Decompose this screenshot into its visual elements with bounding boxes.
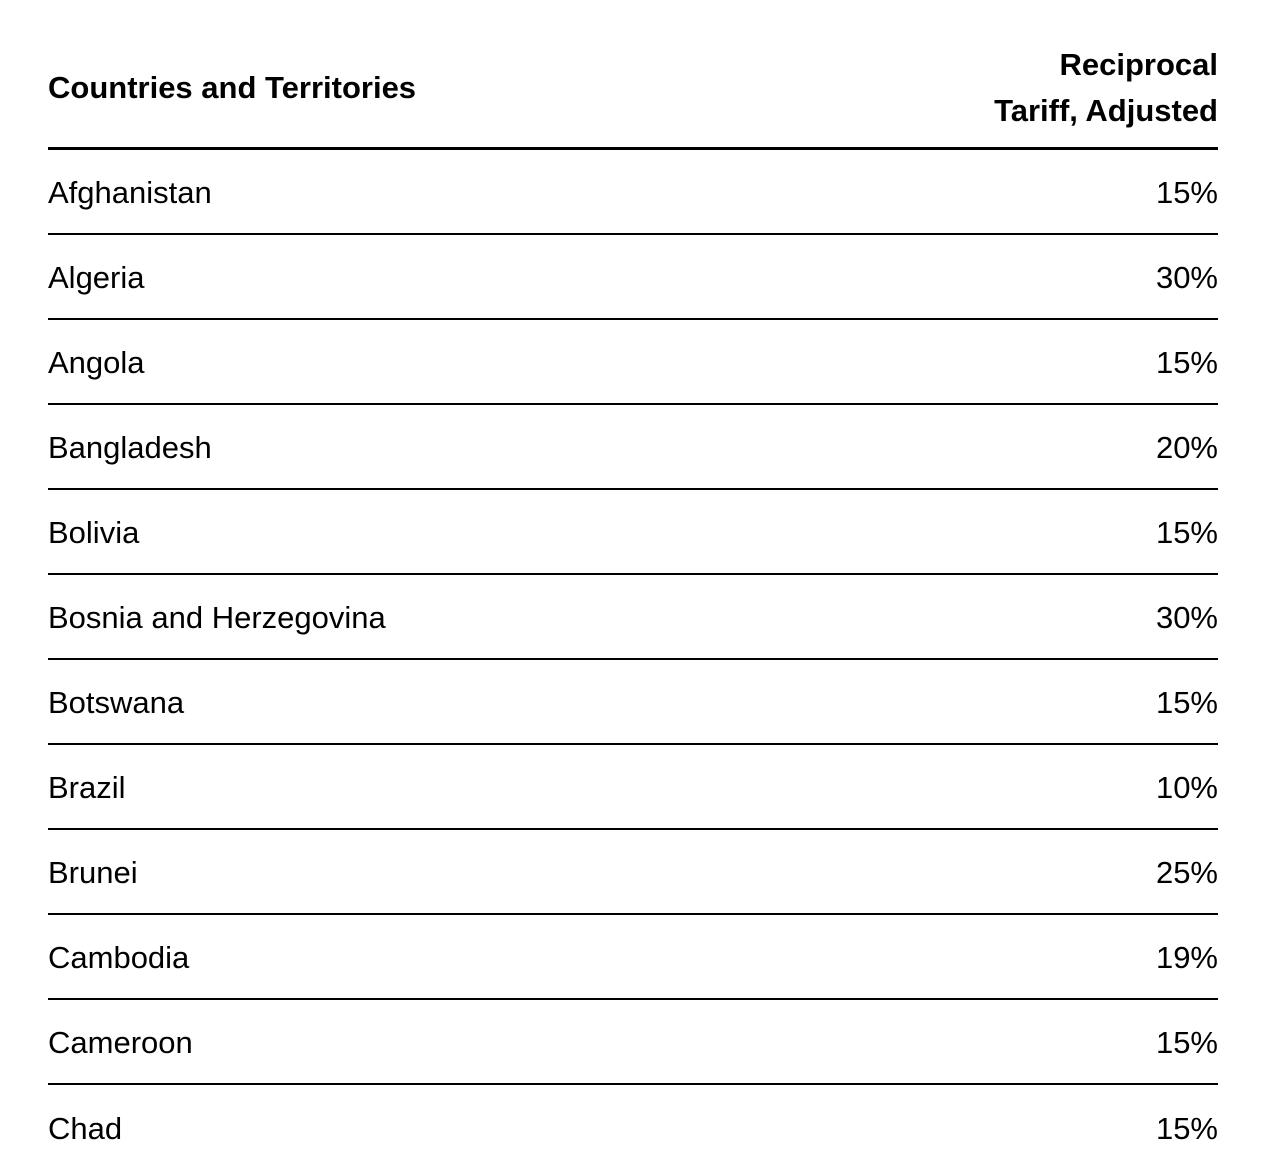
table-row: Angola 15% [48, 320, 1218, 405]
country-name: Chad [48, 1111, 123, 1146]
column-header-countries: Countries and Territories [48, 69, 417, 105]
tariff-value: 19% [1155, 940, 1218, 975]
table-row: Algeria 30% [48, 235, 1218, 320]
country-name: Cambodia [48, 940, 190, 975]
table-row: Bosnia and Herzegovina 30% [48, 575, 1218, 660]
table-row: Brazil 10% [48, 745, 1218, 830]
tariff-value: 25% [1155, 855, 1218, 890]
tariff-value: 15% [1155, 345, 1218, 380]
column-header-tariff: Reciprocal Tariff, Adjusted [994, 42, 1218, 134]
column-header-tariff-line2: Tariff, Adjusted [994, 92, 1218, 128]
country-name: Bolivia [48, 515, 140, 550]
country-name: Botswana [48, 685, 185, 720]
country-name: Bosnia and Herzegovina [48, 600, 386, 635]
country-name: Brazil [48, 770, 126, 805]
table-header-row: Countries and Territories Reciprocal Tar… [48, 0, 1218, 150]
column-header-tariff-line1: Reciprocal [1059, 46, 1218, 82]
table-row: Brunei 25% [48, 830, 1218, 915]
country-name: Angola [48, 345, 145, 380]
tariff-value: 15% [1155, 515, 1218, 550]
country-name: Bangladesh [48, 430, 212, 465]
country-name: Afghanistan [48, 175, 212, 210]
table-row: Afghanistan 15% [48, 150, 1218, 235]
country-name: Cameroon [48, 1025, 193, 1060]
tariff-value: 30% [1155, 260, 1218, 295]
country-name: Algeria [48, 260, 145, 295]
tariff-value: 15% [1155, 1025, 1218, 1060]
table-row: Bolivia 15% [48, 490, 1218, 575]
tariff-value: 30% [1155, 600, 1218, 635]
tariff-value: 15% [1155, 175, 1218, 210]
tariff-table: Countries and Territories Reciprocal Tar… [48, 0, 1218, 1160]
country-name: Brunei [48, 855, 138, 890]
table-row: Cameroon 15% [48, 1000, 1218, 1085]
table-row: Botswana 15% [48, 660, 1218, 745]
table-row: Bangladesh 20% [48, 405, 1218, 490]
table-row: Cambodia 19% [48, 915, 1218, 1000]
table-row: Chad 15% [48, 1085, 1218, 1160]
tariff-value: 15% [1155, 1111, 1218, 1146]
tariff-value: 15% [1155, 685, 1218, 720]
tariff-value: 10% [1155, 770, 1218, 805]
tariff-value: 20% [1155, 430, 1218, 465]
